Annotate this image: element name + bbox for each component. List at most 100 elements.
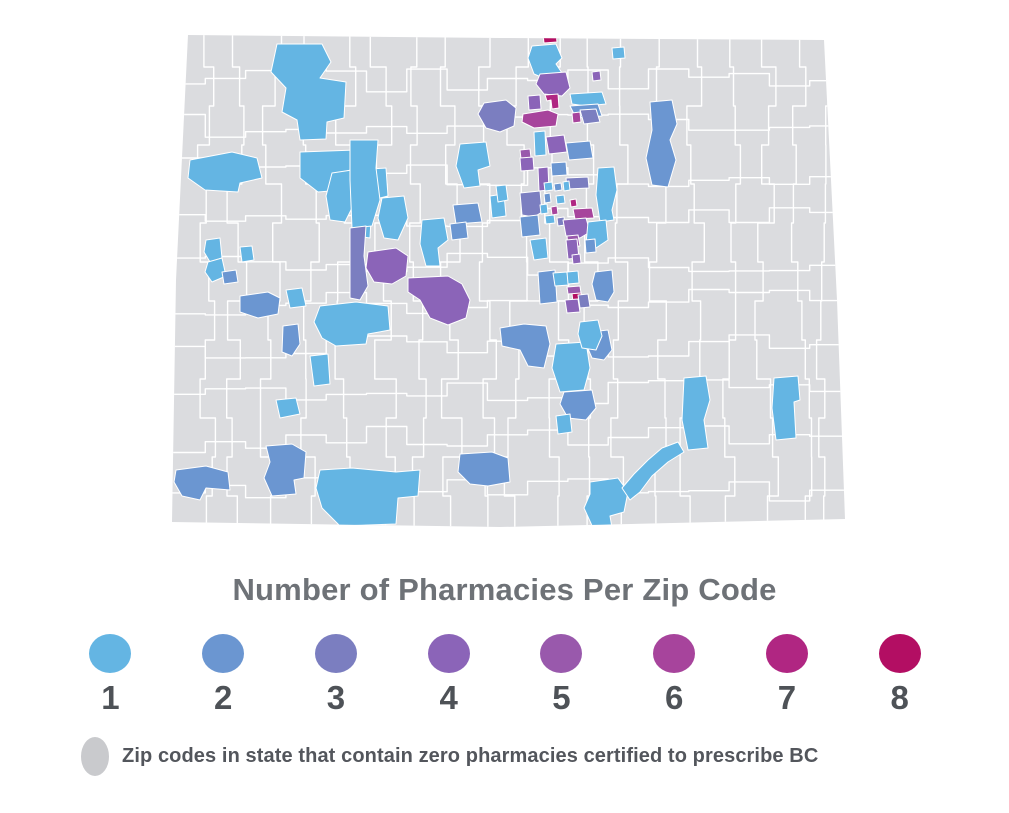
legend-dot-4: [427, 634, 470, 673]
zip-region-level-2: [449, 221, 469, 241]
zip-region-level-1: [562, 180, 571, 192]
zip-region-level-1: [377, 195, 409, 241]
legend-item-2: 2: [167, 634, 280, 714]
zip-region-level-1: [529, 237, 549, 261]
colorado-zip-map: [172, 35, 845, 527]
zip-region-level-4: [365, 247, 409, 285]
zip-region-level-4: [562, 217, 591, 239]
legend: 1 2 3 4 5 6 7 8: [54, 634, 956, 714]
zip-region-level-6: [550, 205, 559, 216]
zip-region-level-1: [455, 141, 491, 189]
zip-region-level-1: [315, 467, 421, 527]
legend-value-label: 8: [890, 679, 909, 716]
map-container: [172, 35, 845, 527]
zip-region-level-2: [499, 323, 551, 369]
zip-region-level-2: [452, 202, 483, 225]
zip-region-level-8: [542, 35, 558, 44]
zip-region-level-1: [543, 181, 554, 192]
zip-region-level-2: [591, 269, 615, 303]
zip-region-level-4: [591, 70, 602, 82]
zip-region-level-1: [275, 397, 301, 419]
zip-region-level-1: [239, 245, 255, 263]
legend-dot-1: [89, 634, 132, 673]
zip-region-level-1: [204, 257, 227, 283]
zip-region-level-6: [571, 111, 582, 124]
legend-item-8: 8: [843, 634, 956, 714]
zip-region-level-2: [281, 323, 301, 357]
zip-region-level-1: [544, 214, 556, 225]
zip-region-level-1: [611, 46, 626, 60]
zip-region-level-2: [537, 269, 558, 305]
zip-region-level-2: [553, 182, 563, 192]
legend-value-label: 2: [213, 679, 233, 716]
zip-region-level-1: [495, 184, 509, 203]
zero-legend-dot: [81, 737, 109, 776]
zip-region-level-4: [535, 71, 571, 97]
legend-dot-7: [765, 634, 808, 673]
legend-dot-3: [314, 634, 357, 673]
zip-region-level-3: [349, 225, 369, 301]
legend-item-4: 4: [392, 634, 505, 714]
legend-item-1: 1: [54, 634, 167, 714]
zip-region-level-2: [584, 238, 597, 254]
zip-region-level-7: [544, 93, 560, 110]
zip-region-level-5: [566, 285, 582, 295]
zip-region-level-4: [519, 156, 535, 172]
zip-region-level-1: [555, 413, 573, 435]
zip-region-level-1: [187, 151, 263, 193]
zip-region-level-4: [571, 253, 582, 265]
zip-region-level-1: [577, 319, 603, 351]
legend-item-3: 3: [280, 634, 393, 714]
zip-region-level-1: [533, 130, 547, 157]
zip-region-level-1: [621, 441, 685, 501]
zip-region-level-1: [566, 270, 580, 285]
zip-region-level-1: [285, 287, 307, 309]
zip-region-level-1: [419, 217, 449, 267]
zip-region-level-1: [270, 43, 347, 141]
zip-region-level-2: [239, 291, 281, 319]
legend-item-6: 6: [618, 634, 731, 714]
zip-region-level-3: [579, 108, 601, 125]
zip-region-level-1: [309, 353, 331, 387]
zip-region-level-3: [519, 190, 543, 218]
zip-region-level-2: [457, 451, 511, 487]
zip-region-level-6: [521, 109, 559, 129]
legend-value-label: 4: [439, 679, 458, 716]
zip-region-level-3: [577, 293, 591, 309]
page-title: Number of Pharmacies Per Zip Code: [232, 572, 777, 607]
zip-region-level-2: [559, 389, 597, 421]
zip-region-level-2: [221, 269, 239, 285]
zip-region-level-1: [569, 91, 607, 107]
zip-region-level-4: [527, 94, 542, 111]
zip-region-level-4: [564, 298, 581, 314]
zip-region-level-2: [645, 99, 678, 188]
zip-region-level-1: [555, 194, 566, 205]
legend-item-7: 7: [731, 634, 844, 714]
zip-region-level-2: [565, 140, 594, 161]
zip-region-level-7: [569, 198, 578, 208]
legend-dot-2: [202, 634, 245, 673]
legend-value-label: 6: [664, 679, 684, 716]
zip-region-level-4: [407, 275, 471, 326]
zero-legend: Zip codes in state that contain zero pha…: [0, 735, 1009, 783]
zip-region-level-1: [771, 375, 801, 441]
zip-region-level-1: [551, 341, 591, 393]
zip-region-level-2: [263, 443, 307, 497]
legend-dot-5: [540, 634, 583, 673]
zip-region-level-2: [173, 465, 231, 501]
zip-region-level-1: [552, 271, 570, 287]
zip-region-level-1: [583, 477, 629, 527]
zip-region-level-3: [477, 99, 517, 133]
zip-region-level-1: [349, 139, 381, 229]
legend-dot-8: [878, 634, 921, 673]
legend-value-label: 5: [552, 679, 571, 716]
zip-region-level-1: [313, 301, 391, 347]
zero-legend-label: Zip codes in state that contain zero pha…: [122, 745, 819, 767]
zip-region-level-1: [681, 375, 711, 451]
legend-dot-6: [653, 634, 696, 673]
zip-region-level-2: [519, 214, 541, 238]
zip-region-level-1: [539, 203, 549, 215]
zip-region-level-6: [572, 207, 595, 220]
zip-region-level-2: [550, 161, 568, 177]
